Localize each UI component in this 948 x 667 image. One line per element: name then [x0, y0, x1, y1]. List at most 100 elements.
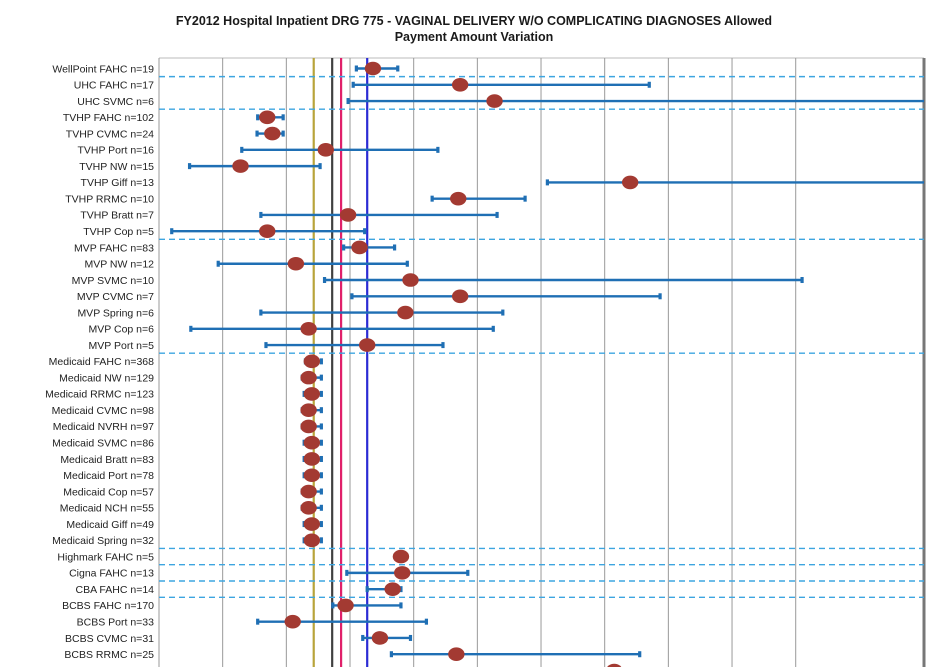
value-marker [397, 305, 414, 320]
range-cap-low [350, 293, 354, 300]
row-label: BCBS Port n=33 [77, 616, 154, 628]
chart-title: FY2012 Hospital Inpatient DRG 775 - VAGI… [0, 13, 948, 45]
row-label: Medicaid Port n=78 [63, 470, 154, 482]
range-cap-high [399, 602, 403, 609]
value-marker [303, 354, 321, 369]
range-cap-low [170, 228, 174, 235]
value-marker [303, 517, 321, 531]
range-cap-high [523, 195, 527, 202]
range-cap-low [331, 602, 335, 609]
row-label: Medicaid NVRH n=97 [53, 421, 154, 433]
range-cap-high [392, 244, 397, 251]
row-label: Medicaid CVMC n=98 [52, 405, 155, 417]
value-marker [303, 468, 321, 483]
range-cap-low [189, 325, 193, 332]
value-marker [402, 273, 419, 287]
value-marker [448, 647, 465, 662]
row-label: TVHP FAHC n=102 [63, 112, 154, 124]
row-label: WellPoint FAHC n=19 [52, 63, 154, 75]
range-cap-high [363, 228, 367, 235]
data-marks [170, 61, 924, 667]
range-cap-high [319, 455, 323, 462]
value-marker [359, 338, 376, 352]
range-cap-high [281, 114, 285, 121]
value-marker [450, 191, 467, 206]
row-label: Medicaid FAHC n=368 [49, 356, 155, 368]
value-marker [486, 94, 503, 108]
value-marker [259, 224, 276, 238]
value-marker [264, 126, 281, 141]
value-marker [337, 598, 354, 613]
value-marker [287, 256, 305, 271]
range-cap-high [281, 130, 285, 137]
value-marker [300, 403, 317, 417]
value-marker [284, 614, 301, 629]
row-label: TVHP Bratt n=7 [80, 210, 154, 222]
row-label: Cigna FAHC n=13 [69, 568, 154, 580]
row-label: TVHP NW n=15 [79, 161, 154, 173]
row-label: TVHP RRMC n=10 [65, 193, 154, 205]
range-cap-high [319, 521, 323, 528]
value-marker [394, 566, 411, 580]
range-cap-high [466, 569, 470, 576]
range-cap-high [405, 260, 409, 267]
range-cap-high [501, 309, 505, 316]
range-cap-high [408, 634, 413, 641]
range-cap-high [424, 618, 429, 625]
value-marker [451, 77, 469, 92]
value-marker [300, 370, 317, 385]
range-cap-high [319, 358, 323, 365]
range-cap-high [441, 342, 445, 349]
range-cap-low [256, 114, 260, 121]
range-cap-low [351, 81, 355, 88]
row-label: Medicaid Giff n=49 [66, 519, 154, 531]
row-label: BCBS Giff n=22 [80, 665, 154, 667]
range-cap-high [319, 488, 323, 495]
row-label: TVHP CVMC n=24 [66, 128, 154, 140]
range-cap-high [319, 472, 323, 479]
range-cap-high [319, 407, 323, 414]
value-marker [607, 663, 622, 667]
chart-title-line2: Payment Amount Variation [394, 30, 554, 44]
row-label: TVHP Cop n=5 [83, 226, 154, 238]
row-label: MVP Cop n=6 [89, 324, 155, 336]
range-cap-high [319, 423, 323, 430]
range-cap-low [256, 618, 260, 625]
row-label: Highmark FAHC n=5 [57, 551, 154, 563]
range-cap-low [187, 163, 192, 170]
value-marker [364, 61, 382, 76]
range-cap-low [389, 651, 393, 658]
range-cap-high [319, 374, 323, 381]
row-label: Medicaid RRMC n=123 [45, 389, 154, 401]
value-marker [300, 500, 317, 515]
range-cap-high [399, 586, 403, 593]
row-label: MVP SVMC n=10 [72, 275, 155, 287]
value-marker [303, 387, 321, 401]
range-cap-high [800, 277, 804, 284]
row-label: Medicaid Bratt n=83 [60, 454, 154, 466]
range-cap-low [545, 179, 549, 186]
value-marker [300, 322, 317, 336]
row-label: Medicaid NW n=129 [59, 372, 154, 384]
row-label: Medicaid SVMC n=86 [52, 438, 154, 450]
range-cap-low [264, 342, 268, 349]
row-label: UHC SVMC n=6 [77, 96, 154, 108]
range-cap-low [255, 130, 259, 137]
value-marker [300, 484, 317, 499]
value-marker [303, 452, 321, 466]
value-marker [300, 419, 317, 434]
range-cap-low [346, 98, 350, 105]
range-cap-low [259, 309, 263, 316]
value-marker [621, 175, 639, 190]
range-cap-high [638, 651, 642, 658]
row-label: MVP CVMC n=7 [77, 291, 154, 303]
value-marker [303, 533, 321, 548]
row-label: TVHP Giff n=13 [81, 177, 155, 189]
range-cap-low [345, 569, 349, 576]
range-cap-low [430, 195, 434, 202]
row-label: BCBS CVMC n=31 [65, 633, 154, 645]
row-label: MVP Spring n=6 [77, 307, 154, 319]
value-marker [451, 289, 469, 304]
